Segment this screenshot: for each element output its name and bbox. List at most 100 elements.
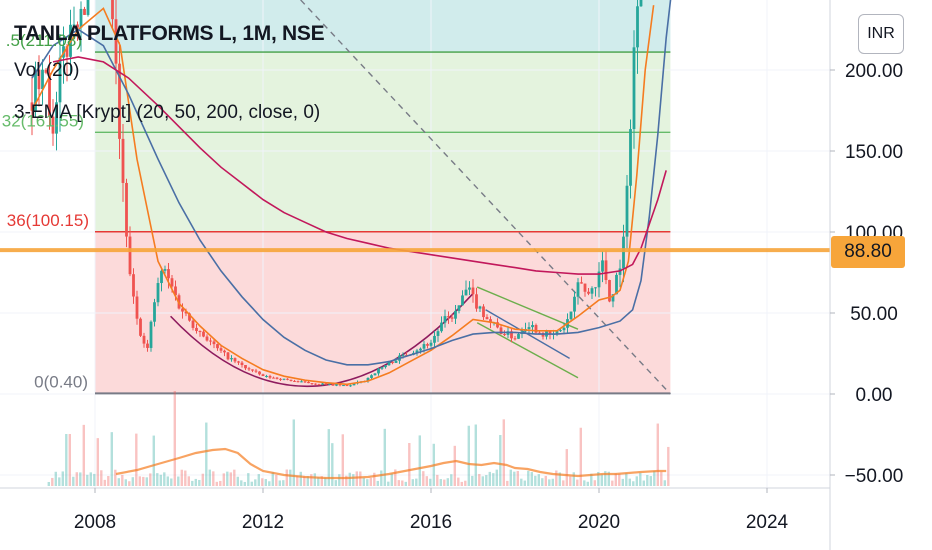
candle-body — [433, 335, 436, 343]
volume-bar — [646, 474, 649, 486]
volume-bar — [551, 478, 554, 486]
candle-body — [240, 362, 244, 366]
volume-bar — [639, 472, 642, 486]
candle-body — [205, 336, 209, 341]
candle-body — [391, 362, 394, 364]
volume-bar — [635, 476, 638, 486]
candle-body — [342, 385, 345, 387]
volume-bar — [359, 471, 362, 486]
volume-bar — [520, 478, 523, 486]
volume-bar — [142, 476, 145, 486]
volume-bar — [628, 478, 631, 486]
candle-body — [195, 327, 198, 332]
ema-indicator-label[interactable]: 3-EMA [Krypt] (20, 50, 200, close, 0) — [14, 102, 321, 123]
candle-body — [324, 383, 328, 385]
candle-body — [580, 282, 583, 284]
volume-bar — [348, 472, 351, 486]
volume-bar — [492, 473, 495, 486]
candle-body — [191, 320, 195, 328]
price-scale-bg — [830, 0, 932, 550]
volume-bar — [138, 476, 141, 486]
ema-20-line — [31, 5, 655, 386]
y-tick-label: 200.00 — [845, 61, 903, 82]
volume-bar — [334, 480, 337, 486]
volume-bar — [569, 476, 572, 486]
volume-bar — [600, 474, 603, 486]
volume-bar — [464, 480, 467, 486]
candle-body — [429, 342, 433, 346]
volume-bar — [208, 469, 211, 486]
volume-bar — [460, 481, 463, 486]
candle-body — [247, 368, 251, 370]
candle-body — [496, 322, 499, 328]
volume-bar — [86, 474, 89, 486]
volume-bar — [54, 471, 57, 486]
channel-upper — [476, 286, 579, 330]
candle-body — [328, 383, 331, 385]
volume-bar — [341, 434, 344, 486]
candle-body — [625, 185, 629, 237]
volume-bar — [642, 480, 645, 486]
candle-body — [212, 341, 216, 345]
currency-button[interactable]: INR — [858, 14, 904, 54]
volume-bar — [327, 429, 330, 486]
candle-body — [597, 271, 601, 288]
candle-body — [587, 291, 590, 294]
candle-body — [576, 282, 580, 297]
y-tick-label: −50.00 — [845, 466, 904, 487]
candle-body — [226, 352, 230, 360]
volume-bar — [254, 479, 257, 486]
volume-bar — [429, 478, 432, 486]
volume-bar — [450, 474, 453, 486]
candle-body — [209, 340, 212, 342]
candle-body — [317, 384, 321, 386]
candle-body — [279, 378, 282, 380]
volume-indicator-label[interactable]: Vol (20) — [14, 60, 80, 81]
candle-body — [338, 384, 342, 386]
volume-bar — [418, 435, 421, 486]
volume-bar — [478, 473, 481, 486]
volume-bar — [180, 469, 183, 486]
volume-bar — [530, 472, 533, 486]
candle-body — [531, 325, 534, 328]
volume-bar — [226, 471, 229, 486]
candle-body — [601, 260, 604, 272]
volume-bar — [250, 481, 253, 486]
volume-bar — [292, 419, 295, 486]
candle-body — [111, 0, 114, 20]
candle-body — [265, 375, 268, 377]
volume-bar — [296, 476, 299, 486]
volume-bar — [565, 449, 568, 486]
volume-bar — [264, 479, 267, 486]
candle-body — [636, 6, 639, 48]
candle-body — [380, 367, 384, 369]
candle-body — [149, 321, 153, 348]
candle-body — [65, 46, 69, 57]
fib-zone-0382-1 — [95, 52, 671, 232]
volume-bar — [544, 475, 547, 486]
candle-body — [461, 295, 464, 306]
candle-body — [559, 330, 562, 332]
candle-body — [314, 383, 317, 385]
volume-bar — [212, 471, 215, 486]
ema-50-line — [31, 0, 672, 366]
volume-bar — [562, 480, 565, 486]
candle-body — [174, 286, 177, 296]
cup-arc — [170, 293, 474, 388]
candle-body — [415, 350, 419, 353]
fib-levels — [95, 51, 671, 395]
volume-bar — [621, 478, 624, 486]
candle-body — [387, 362, 391, 366]
volume-bar — [194, 478, 197, 486]
volume-bar — [523, 480, 526, 486]
candle-body — [573, 296, 576, 312]
volume-bar — [47, 481, 50, 486]
candle-body — [436, 331, 440, 336]
volume-bar — [271, 472, 274, 486]
candle-body — [517, 334, 520, 339]
symbol-title[interactable]: TANLA PLATFORMS L, 1M, NSE — [14, 22, 325, 45]
volume-bar — [187, 476, 190, 486]
candle-body — [167, 269, 170, 279]
candle-body — [475, 294, 478, 309]
